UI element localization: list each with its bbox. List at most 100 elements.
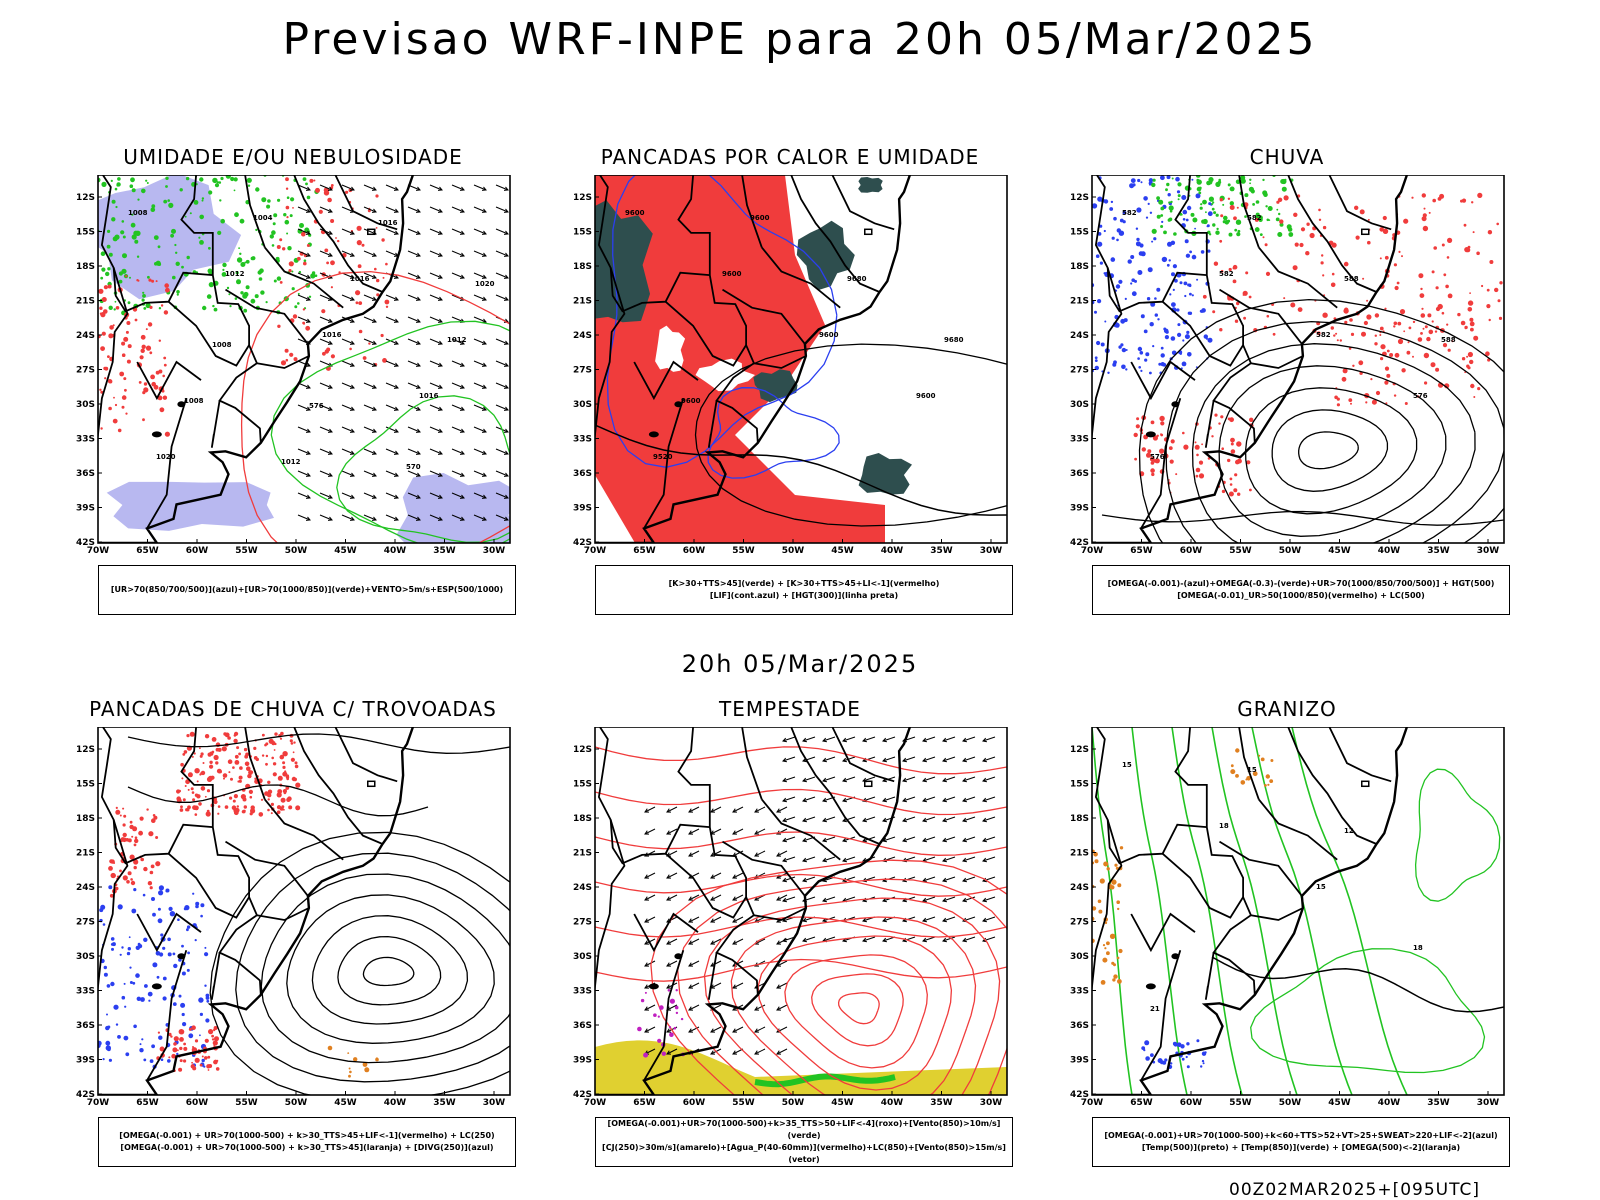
- lon-tick-label: 40W: [384, 1098, 407, 1108]
- rain-red-speckle: [1230, 442, 1234, 446]
- rain-red-speckle: [1443, 273, 1447, 277]
- rain-red-speckle: [1341, 376, 1347, 382]
- wind-vector: [363, 250, 377, 257]
- border: [831, 727, 895, 783]
- omega-blue-speckle: [1160, 353, 1165, 358]
- omega-green-speckle: [1177, 198, 1180, 201]
- divg-blue-speckle: [129, 966, 132, 969]
- humidity-low-speckle: [112, 236, 118, 242]
- rain-red-speckle: [1316, 331, 1321, 336]
- thunder-red-speckle: [274, 742, 277, 746]
- wind-vector: [385, 426, 399, 433]
- wind850-vector: [688, 830, 694, 835]
- wind850-vector: [862, 756, 876, 762]
- divg-blue-speckle: [165, 889, 169, 893]
- divg-blue-speckle: [180, 1002, 186, 1008]
- thunder-red-speckle: [187, 788, 190, 791]
- rain-red-speckle: [1389, 353, 1394, 357]
- omega-green-speckle: [1268, 219, 1271, 221]
- humidity-low-speckle: [236, 279, 241, 285]
- lc250-streamline: [337, 935, 442, 1006]
- wind850-vector: [982, 796, 996, 802]
- wind-vector: [451, 382, 465, 389]
- wind-speckle: [385, 305, 389, 308]
- contour-label: 9600: [750, 214, 770, 222]
- wind-vector: [371, 318, 377, 323]
- lon-tick-label: 45W: [334, 546, 357, 556]
- panel-title: CHUVA: [1249, 145, 1325, 169]
- wind850-vector: [942, 757, 947, 763]
- rain-red-speckle: [1406, 350, 1411, 355]
- omega500-orange-speckle: [1099, 878, 1105, 884]
- omega-blue-speckle: [1097, 299, 1102, 304]
- wind-vector: [371, 450, 377, 455]
- storm-purple-speckle: [644, 991, 647, 994]
- omega-blue-speckle: [1094, 356, 1098, 360]
- thunder-red-speckle: [243, 805, 247, 809]
- map-pancadas-calor: 96009600960096009520960096809680960012S1…: [573, 175, 1008, 556]
- divg-blue-speckle: [149, 1059, 154, 1063]
- wind850-vector: [782, 836, 796, 842]
- rain-red-speckle: [1150, 461, 1155, 465]
- thunder-red-speckle: [120, 840, 123, 843]
- wind850-vector: [710, 850, 722, 857]
- wind850-vector: [754, 830, 760, 835]
- panel-title: UMIDADE E/OU NEBULOSIDADE: [123, 145, 463, 169]
- omega500-orange-speckle: [1097, 899, 1102, 904]
- wind-vector: [429, 250, 443, 257]
- rain-red-speckle: [1146, 452, 1151, 458]
- divg-blue-speckle: [200, 914, 203, 918]
- storm-purple-speckle: [653, 1013, 657, 1017]
- contour-label: 1012: [281, 458, 301, 466]
- omega-blue-speckle: [1125, 349, 1128, 351]
- rain-red-speckle: [1141, 447, 1146, 452]
- wind850-vector: [710, 896, 716, 901]
- red-contour: [240, 270, 510, 543]
- omega-blue-speckle: [1118, 279, 1123, 284]
- wind-speckle: [285, 177, 289, 182]
- wind-vector: [429, 272, 443, 279]
- storm-purple-speckle: [643, 1052, 649, 1058]
- rain-red-speckle: [1349, 318, 1353, 322]
- border: [98, 267, 129, 443]
- rain-red-speckle: [1394, 285, 1399, 291]
- border: [761, 246, 841, 309]
- rain-red-speckle: [1279, 219, 1284, 224]
- humidity-low-speckle: [127, 301, 131, 305]
- thunder-red-speckle: [204, 734, 210, 739]
- wind850-vector: [862, 936, 876, 942]
- wind-vector: [393, 230, 399, 235]
- wind-vector: [451, 228, 465, 235]
- thunder-red-speckle: [282, 751, 288, 757]
- wind-vector: [327, 472, 333, 477]
- rain-red-speckle: [1467, 300, 1474, 306]
- wind850-vector: [802, 756, 816, 762]
- rain-red-speckle: [1195, 474, 1199, 478]
- rain-red-speckle: [1467, 245, 1471, 249]
- omega-green-speckle: [1205, 211, 1207, 214]
- omega-green-speckle: [1288, 232, 1294, 237]
- rain-red-speckle: [1439, 193, 1445, 199]
- omega-green-speckle: [1277, 232, 1283, 237]
- wind-speckle: [115, 306, 120, 310]
- wind-vector: [415, 494, 421, 499]
- orange-speckle: [353, 1057, 358, 1062]
- wind-vector: [437, 516, 443, 521]
- hail-blue-speckle: [1196, 1039, 1200, 1043]
- lc250-streamline: [209, 831, 510, 1095]
- wind850-vector: [688, 894, 700, 901]
- thunder-red-speckle: [276, 810, 281, 814]
- wind-speckle: [305, 325, 311, 331]
- border: [1204, 952, 1215, 1000]
- rain-red-speckle: [1219, 198, 1223, 202]
- omega-blue-speckle: [1164, 335, 1169, 340]
- wind850-vector: [710, 1026, 722, 1033]
- humidity-low-speckle: [261, 197, 267, 203]
- thunder-red-speckle: [123, 814, 127, 818]
- wind-vector: [319, 250, 333, 257]
- wind-vector: [363, 184, 377, 191]
- omega500-orange-speckle: [1116, 900, 1120, 904]
- thunder-red-speckle: [213, 1028, 216, 1032]
- instability-area: [858, 177, 883, 193]
- lat-tick-label: 42S: [573, 1090, 592, 1100]
